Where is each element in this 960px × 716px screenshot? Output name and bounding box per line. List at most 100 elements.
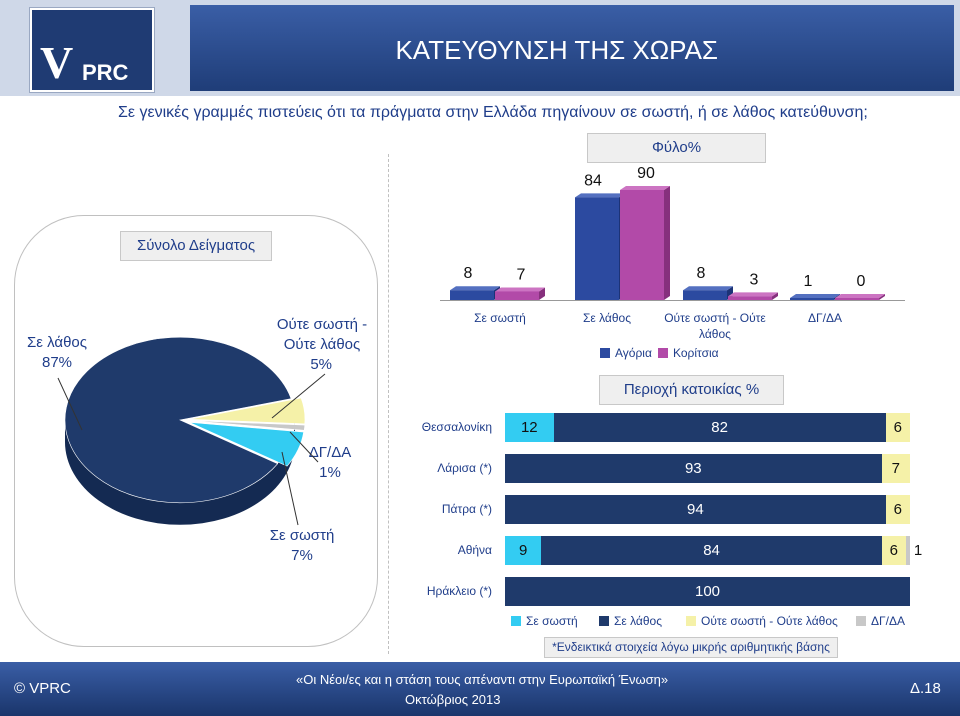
gender-value-girls-2: 3 bbox=[750, 271, 759, 288]
logo-text-prc: PRC bbox=[82, 60, 129, 85]
legend-girls: Κορίτσια bbox=[658, 346, 719, 360]
pie-slice-dk bbox=[189, 420, 306, 431]
region-value-wrong: 100 bbox=[694, 583, 721, 600]
region-bar-row: 93 7 bbox=[505, 454, 910, 483]
pie-label-neither-name: Ούτε σωστή - Ούτε λάθος bbox=[276, 316, 368, 353]
legend-neither-label: Ούτε σωστή - Ούτε λάθος bbox=[701, 614, 838, 628]
footer-copyright: © VPRC bbox=[14, 680, 71, 697]
pie-slice-neither bbox=[189, 397, 306, 425]
region-seg-wrong bbox=[505, 577, 910, 606]
pie-label-dk-pct: 1% bbox=[319, 464, 341, 481]
region-city-label: Αθήνα bbox=[457, 543, 492, 557]
footer-bar: © VPRC «Οι Νέοι/ες και η στάση τους απέν… bbox=[0, 662, 960, 716]
gender-bar-top-girls-0 bbox=[495, 287, 545, 292]
gender-bar-side-girls-0 bbox=[539, 287, 545, 300]
gender-value-girls-3: 0 bbox=[857, 273, 866, 290]
vprc-logo: V PRC bbox=[30, 8, 154, 92]
region-bar-row: 12 82 6 bbox=[505, 413, 910, 442]
region-city-label: Λάρισα (*) bbox=[437, 461, 492, 475]
region-bar-row: 9 84 6 1 bbox=[505, 536, 922, 565]
region-city-label: Πάτρα (*) bbox=[441, 502, 492, 516]
gender-bar-side-girls-3 bbox=[879, 294, 885, 300]
legend-dk-label: ΔΓ/ΔΑ bbox=[871, 614, 905, 628]
leader-neither bbox=[271, 373, 326, 419]
region-value-right: 12 bbox=[520, 419, 538, 436]
gender-bar-boys-1 bbox=[575, 197, 619, 300]
region-city-label: Θεσσαλονίκη bbox=[421, 420, 492, 434]
survey-question: Σε γενικές γραμμές πιστεύεις ότι τα πράγ… bbox=[118, 104, 868, 121]
legend-neither-swatch bbox=[686, 616, 696, 626]
region-seg-neither bbox=[885, 413, 910, 442]
gender-cat-1: Σε λάθος bbox=[583, 311, 631, 325]
region-seg-wrong bbox=[505, 454, 882, 483]
gender-bar-top-girls-1 bbox=[620, 186, 670, 190]
pie-chart bbox=[64, 336, 306, 525]
region-city-label: Ηράκλειο (*) bbox=[426, 584, 492, 598]
legend-dk: ΔΓ/ΔΑ bbox=[856, 614, 905, 628]
region-seg-neither bbox=[881, 454, 910, 483]
region-legend: Σε σωστή Σε λάθος Ούτε σωστή - Ούτε λάθο… bbox=[511, 614, 911, 630]
region-value-wrong: 82 bbox=[711, 419, 728, 436]
pie-label-right-pct: 7% bbox=[291, 547, 313, 564]
gender-bar-top-boys-1 bbox=[575, 193, 625, 198]
gender-bar-girls-0 bbox=[495, 291, 539, 300]
pie-label-dk-name: ΔΓ/ΔΑ bbox=[308, 444, 352, 461]
gender-bar-top-girls-2 bbox=[728, 292, 778, 297]
region-value-neither: 6 bbox=[893, 419, 902, 436]
pie-slice-right bbox=[189, 422, 305, 467]
legend-right-swatch bbox=[511, 616, 521, 626]
gender-bar-boys-3 bbox=[790, 298, 834, 300]
region-value-dk: 1 bbox=[913, 542, 923, 559]
gender-bar-top-boys-0 bbox=[450, 286, 500, 291]
legend-neither: Ούτε σωστή - Ούτε λάθος bbox=[686, 614, 838, 628]
region-seg-wrong bbox=[553, 413, 886, 442]
pie-label-dk: ΔΓ/ΔΑ 1% bbox=[300, 443, 360, 483]
region-title: Περιοχή κατοικίας % bbox=[599, 375, 784, 405]
region-value-wrong: 94 bbox=[687, 501, 704, 518]
pie-label-wrong: Σε λάθος 87% bbox=[22, 333, 92, 373]
legend-girls-label: Κορίτσια bbox=[673, 346, 719, 360]
pie-label-right: Σε σωστή 7% bbox=[262, 526, 342, 566]
footer-line2: Οκτώβριος 2013 bbox=[405, 692, 501, 707]
gender-bar-chart: 8 7 84 90 8 3 1 0 bbox=[450, 165, 885, 300]
region-value-wrong: 93 bbox=[684, 460, 702, 477]
region-seg-neither bbox=[885, 495, 910, 524]
pie-depth-side bbox=[65, 420, 295, 525]
gender-value-boys-3: 1 bbox=[804, 273, 813, 290]
legend-right-label: Σε σωστή bbox=[526, 614, 578, 628]
gender-bar-girls-3 bbox=[835, 298, 879, 300]
gender-cat-2: Ούτε σωστή - Ούτε λάθος bbox=[664, 311, 766, 341]
footer-line1: «Οι Νέοι/ες και η στάση τους απέναντι στ… bbox=[296, 672, 669, 687]
leader-wrong bbox=[57, 377, 83, 431]
legend-boys: Αγόρια bbox=[600, 346, 652, 360]
region-seg-right bbox=[505, 413, 554, 442]
gender-bar-top-boys-3 bbox=[790, 294, 840, 298]
gender-value-boys-1: 84 bbox=[584, 172, 602, 189]
gender-title: Φύλο% bbox=[587, 133, 766, 163]
gender-legend: Αγόρια Κορίτσια bbox=[600, 346, 760, 364]
page-title: ΚΑΤΕΥΘΥΝΣΗ ΤΗΣ ΧΩΡΑΣ bbox=[395, 35, 718, 65]
pie-label-wrong-pct: 87% bbox=[41, 354, 73, 371]
legend-boys-label: Αγόρια bbox=[615, 346, 652, 360]
gender-cat-0: Σε σωστή bbox=[474, 311, 526, 325]
region-value-right: 9 bbox=[519, 542, 528, 559]
gender-axis-line bbox=[440, 300, 905, 301]
region-seg-dk bbox=[905, 536, 910, 565]
gender-divider-line bbox=[388, 154, 389, 654]
region-value-neither: 6 bbox=[893, 501, 902, 518]
region-seg-neither bbox=[881, 536, 906, 565]
gender-value-boys-0: 8 bbox=[464, 265, 473, 282]
region-seg-wrong bbox=[541, 536, 882, 565]
region-value-wrong: 84 bbox=[703, 542, 720, 559]
region-value-neither: 6 bbox=[889, 542, 898, 559]
gender-value-girls-0: 7 bbox=[517, 266, 526, 283]
pie-title: Σύνολο Δείγματος bbox=[120, 231, 272, 261]
legend-wrong: Σε λάθος bbox=[599, 614, 662, 628]
legend-right: Σε σωστή bbox=[511, 614, 578, 628]
region-seg-right bbox=[505, 536, 542, 565]
legend-boys-swatch bbox=[600, 348, 610, 358]
gender-bar-girls-1 bbox=[620, 190, 664, 300]
legend-girls-swatch bbox=[658, 348, 668, 358]
pie-label-wrong-name: Σε λάθος bbox=[27, 334, 87, 351]
